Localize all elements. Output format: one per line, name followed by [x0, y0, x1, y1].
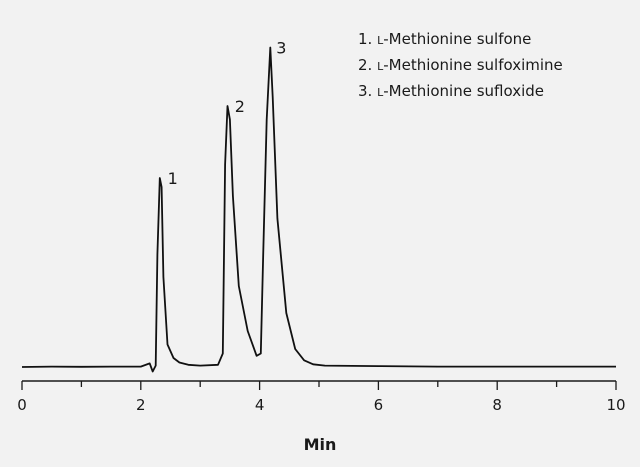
- peak-label: 3: [276, 39, 286, 58]
- x-tick-label: 10: [606, 396, 625, 414]
- x-tick-label: 2: [136, 396, 146, 414]
- peak-label: 2: [235, 97, 245, 116]
- trace-layer: [21, 46, 616, 373]
- x-tick-label: 8: [492, 396, 502, 414]
- legend-entry: 1. L-Methionine sulfone: [358, 30, 531, 48]
- legend-entry: 3. L-Methionine sufloxide: [358, 82, 544, 100]
- legend-entry: 2. L-Methionine sulfoximine: [358, 56, 563, 74]
- peak-labels: 1 2 3: [168, 39, 287, 189]
- x-tick-label: 0: [17, 396, 27, 414]
- chromatogram-trace: [21, 46, 616, 373]
- x-axis-title: Min: [304, 435, 337, 454]
- peak-label: 1: [168, 169, 178, 188]
- x-tick-label: 4: [255, 396, 265, 414]
- x-tick-label: 6: [374, 396, 384, 414]
- x-axis: 0 2 4 6 8 10: [17, 380, 626, 414]
- legend: 1. L-Methionine sulfone 2. L-Methionine s…: [358, 30, 563, 100]
